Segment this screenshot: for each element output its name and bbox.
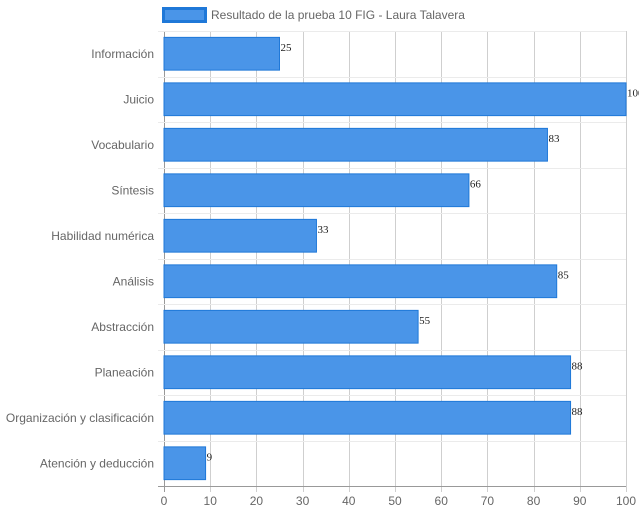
data-label: 9 <box>207 451 213 463</box>
legend[interactable]: Resultado de la prueba 10 FIG - Laura Ta… <box>162 7 466 23</box>
category-label: Juicio <box>123 92 154 106</box>
data-label: 66 <box>470 178 482 190</box>
x-tick-label: 90 <box>573 494 587 508</box>
category-label: Planeación <box>95 365 154 379</box>
x-axis-tick-labels: 0 10 20 30 40 50 60 70 80 90 100 <box>161 494 637 508</box>
bar[interactable] <box>163 446 207 481</box>
x-tick-label: 60 <box>435 494 449 508</box>
category-label: Atención y deducción <box>40 456 154 470</box>
x-tick-label: 40 <box>342 494 356 508</box>
x-tick-label: 50 <box>388 494 402 508</box>
data-labels: 25 100 83 66 33 85 55 88 88 9 <box>207 42 639 464</box>
data-label: 83 <box>548 133 560 145</box>
x-tick-label: 30 <box>296 494 310 508</box>
data-label: 85 <box>558 269 570 281</box>
category-label: Vocabulario <box>91 138 154 152</box>
bar[interactable] <box>163 355 572 390</box>
x-tick-label: 80 <box>527 494 541 508</box>
data-label: 33 <box>317 224 329 236</box>
category-label: Organización y clasificación <box>6 411 154 425</box>
x-tick-label: 70 <box>481 494 495 508</box>
legend-swatch <box>162 7 207 23</box>
bar[interactable] <box>163 82 627 117</box>
x-tick-label: 20 <box>250 494 264 508</box>
category-labels: Información Juicio Vocabulario Síntesis Habi… <box>6 47 154 471</box>
bar[interactable] <box>163 309 419 344</box>
category-label: Habilidad numérica <box>51 229 154 243</box>
data-label: 88 <box>572 360 584 372</box>
data-label: 25 <box>281 42 293 54</box>
data-label: 55 <box>419 315 431 327</box>
bar[interactable] <box>163 127 548 162</box>
x-tick-label: 100 <box>616 494 636 508</box>
bar[interactable] <box>163 173 470 208</box>
bars <box>163 36 627 481</box>
category-label: Abstracción <box>91 320 154 334</box>
data-label: 88 <box>572 406 584 418</box>
bar[interactable] <box>163 264 558 299</box>
x-tick-label: 10 <box>204 494 218 508</box>
data-label: 100 <box>627 87 639 99</box>
bar[interactable] <box>163 218 317 253</box>
category-label: Información <box>91 47 154 61</box>
bar[interactable] <box>163 400 572 435</box>
category-label: Análisis <box>113 274 154 288</box>
x-tick-label: 0 <box>161 494 168 508</box>
legend-label: Resultado de la prueba 10 FIG - Laura Ta… <box>211 8 465 22</box>
bar[interactable] <box>163 36 280 71</box>
category-label: Síntesis <box>111 183 154 197</box>
